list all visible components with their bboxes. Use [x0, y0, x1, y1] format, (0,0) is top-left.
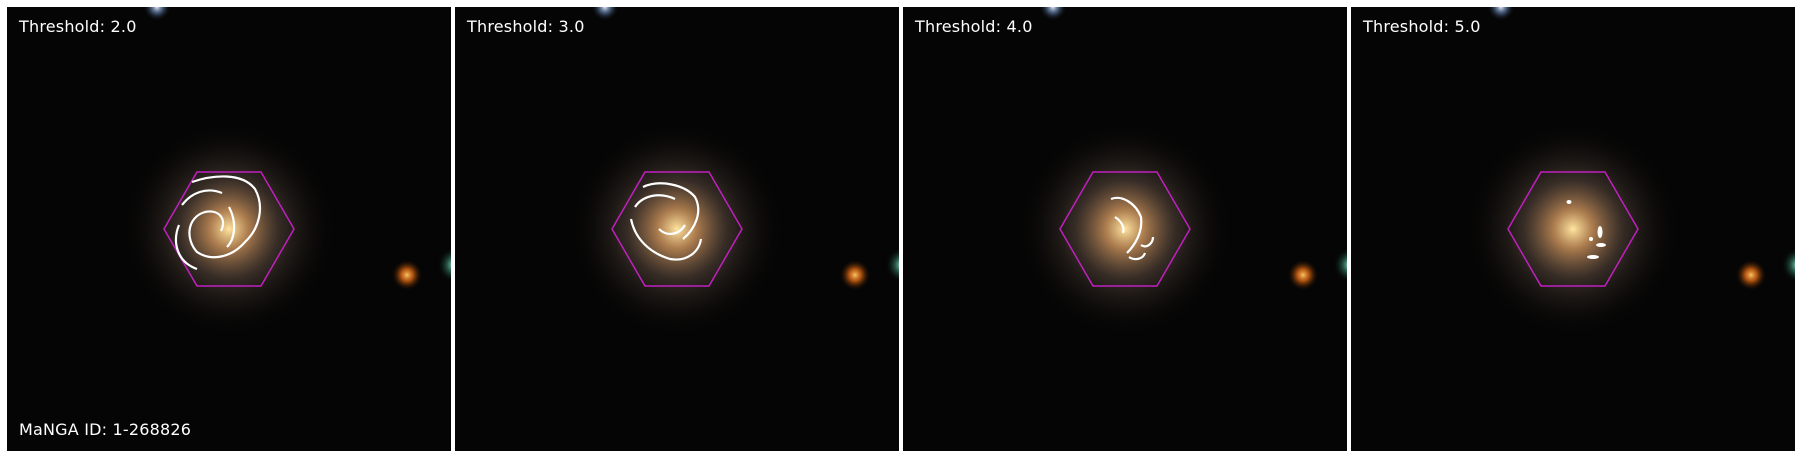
threshold-label: Threshold: 4.0	[915, 17, 1033, 36]
contour-lines	[1110, 196, 1155, 261]
image-panel-2: Threshold: 3.0	[455, 7, 899, 451]
galaxy-image	[7, 7, 451, 451]
hexagon-footprint	[163, 171, 295, 287]
hexagon-footprint	[611, 171, 743, 287]
contour-blobs	[1566, 200, 1606, 259]
threshold-label: Threshold: 2.0	[19, 17, 137, 36]
manga-id-label: MaNGA ID: 1-268826	[19, 420, 192, 439]
image-panel-3: Threshold: 4.0	[903, 7, 1347, 451]
contour-lines	[174, 175, 262, 271]
galaxy-image	[903, 7, 1347, 451]
galaxy-image	[1351, 7, 1795, 451]
contour-lines	[629, 182, 703, 261]
galaxy-image	[455, 7, 899, 451]
hexagon-footprint	[1059, 171, 1191, 287]
threshold-label: Threshold: 3.0	[467, 17, 585, 36]
image-panel-1: Threshold: 2.0 MaNGA ID: 1-268826	[7, 7, 451, 451]
image-panel-4: Threshold: 5.0	[1351, 7, 1795, 451]
hexagon-footprint	[1507, 171, 1639, 287]
threshold-label: Threshold: 5.0	[1363, 17, 1481, 36]
